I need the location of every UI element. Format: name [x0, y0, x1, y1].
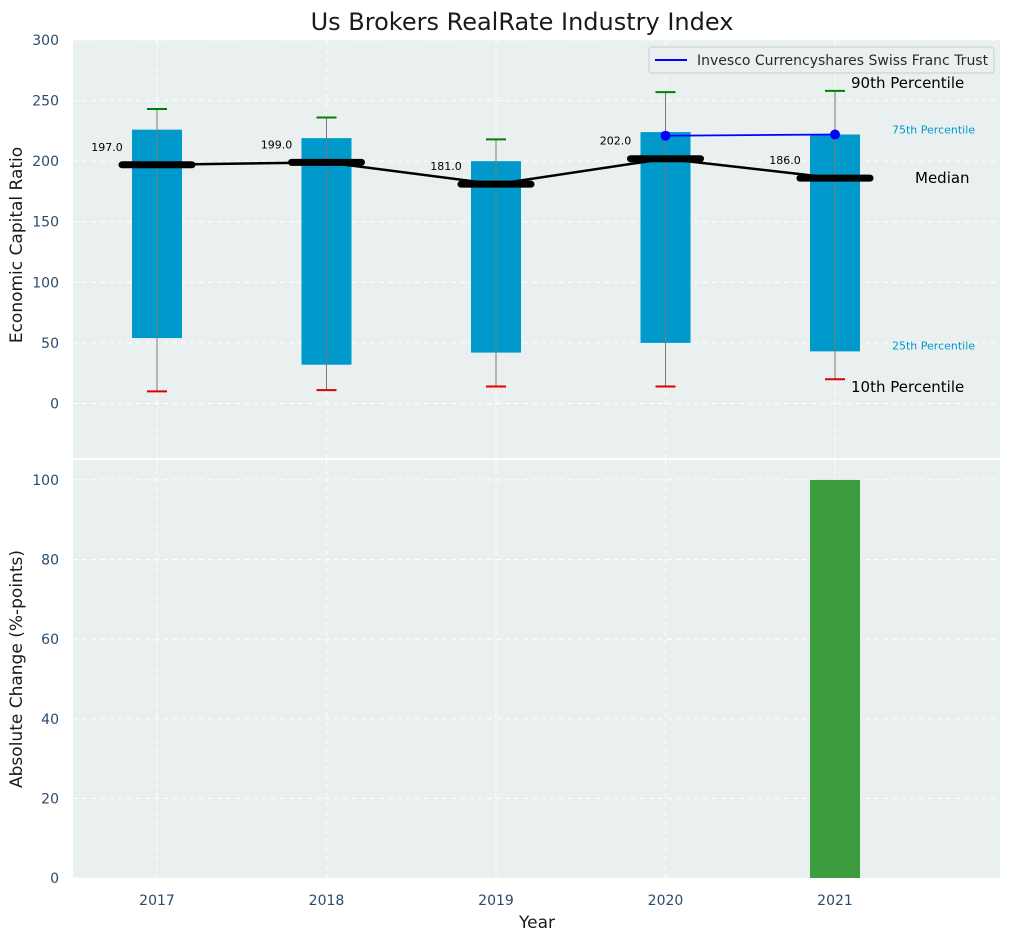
x-tick-label: 2021	[817, 893, 853, 909]
x-tick-label: 2018	[309, 893, 345, 909]
bottom-y-tick-label: 20	[41, 791, 59, 807]
company-series-line	[665, 133, 836, 137]
annotation-median: Median	[915, 169, 970, 187]
change-bar	[810, 479, 860, 878]
bottom-y-tick-label: 40	[41, 712, 59, 728]
top-y-tick-label: 100	[32, 275, 59, 291]
x-axis-label: Year	[518, 913, 555, 933]
median-value-label: 186.0	[769, 154, 801, 167]
top-y-tick-label: 0	[50, 396, 59, 412]
bottom-y-tick-label: 80	[41, 553, 59, 569]
annotation-90th-percentile: 90th Percentile	[851, 74, 964, 92]
top-y-tick-label: 50	[41, 336, 59, 352]
bottom-y-tick-label: 0	[50, 871, 59, 887]
bottom-y-tick-label: 60	[41, 632, 59, 648]
top-y-tick-label: 200	[32, 154, 59, 170]
x-tick-label: 2017	[139, 893, 175, 909]
annotation-10th-percentile: 10th Percentile	[851, 378, 964, 396]
annotation-25th-percentile: 25th Percentile	[892, 339, 975, 352]
company-series-point	[830, 129, 840, 140]
chart-title: Us Brokers RealRate Industry Index	[311, 8, 734, 36]
legend-box	[648, 46, 995, 74]
legend-label: Invesco Currencyshares Swiss Franc Trust	[697, 53, 989, 69]
median-value-label: 199.0	[261, 138, 293, 151]
bottom-y-tick-label: 100	[32, 473, 59, 489]
top-y-tick-label: 250	[32, 94, 59, 110]
top-y-axis-label: Economic Capital Ratio	[7, 147, 27, 343]
x-tick-label: 2020	[648, 893, 684, 909]
x-tick-label: 2019	[478, 893, 514, 909]
top-y-tick-label: 300	[32, 33, 59, 49]
median-value-label: 197.0	[91, 141, 123, 154]
median-value-label: 202.0	[600, 135, 632, 148]
median-value-label: 181.0	[430, 160, 462, 173]
bottom-y-axis-label: Absolute Change (%-points)	[7, 550, 27, 788]
top-y-tick-label: 150	[32, 215, 59, 231]
annotation-75th-percentile: 75th Percentile	[892, 124, 975, 137]
company-series-point	[660, 130, 671, 141]
bottom-panel-background	[73, 460, 1000, 878]
